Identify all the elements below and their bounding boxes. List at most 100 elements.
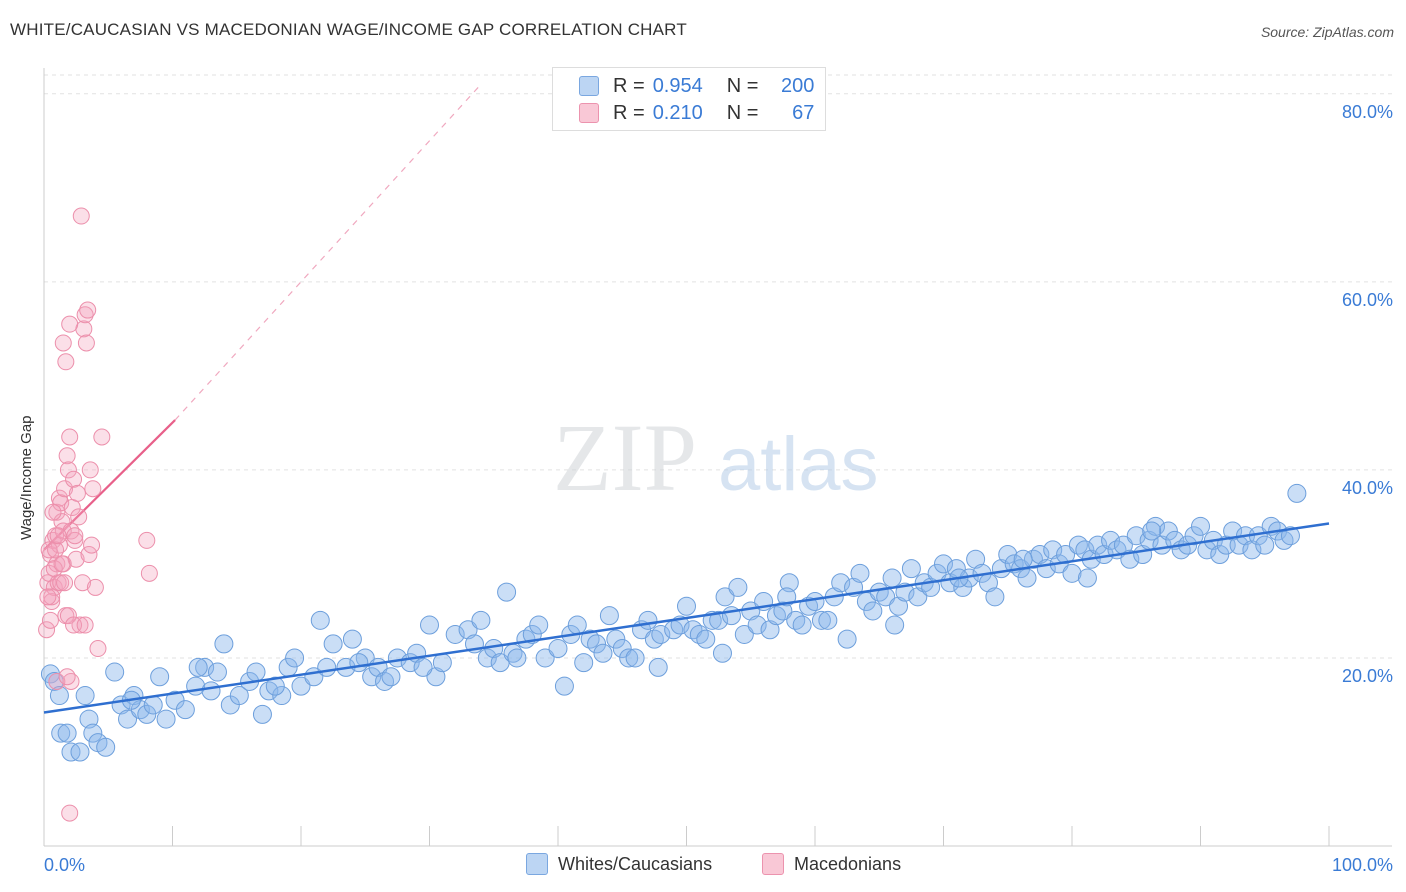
point-whites: [79, 709, 99, 729]
point-macedonians: [56, 480, 74, 498]
point-whites: [175, 700, 195, 720]
point-whites: [317, 657, 337, 677]
point-whites: [507, 648, 527, 668]
point-whites: [188, 657, 208, 677]
point-whites: [889, 596, 909, 616]
point-whites: [75, 686, 95, 706]
point-whites: [477, 648, 497, 668]
point-whites: [118, 709, 138, 729]
point-macedonians: [48, 555, 66, 573]
point-whites: [96, 737, 116, 757]
point-whites: [773, 601, 793, 621]
y-tick-label: 60.0%: [1342, 290, 1393, 310]
point-macedonians: [89, 640, 107, 658]
point-whites: [342, 629, 362, 649]
point-macedonians: [80, 546, 98, 564]
point-whites: [458, 620, 478, 640]
correlation-legend: R = 0.954 N = 200 R = 0.210 N = 67: [552, 67, 826, 131]
point-whites: [747, 615, 767, 635]
point-macedonians: [138, 531, 156, 549]
point-macedonians: [43, 588, 61, 606]
point-whites: [362, 667, 382, 687]
point-macedonians: [140, 564, 158, 582]
point-macedonians: [52, 574, 70, 592]
point-whites: [291, 676, 311, 696]
point-macedonians: [72, 207, 90, 225]
point-whites: [651, 624, 671, 644]
point-macedonians: [58, 668, 76, 686]
point-whites: [381, 667, 401, 687]
point-macedonians: [79, 301, 97, 319]
point-whites: [619, 648, 639, 668]
series-legend: Whites/Caucasians Macedonians: [0, 850, 1406, 878]
point-whites: [805, 592, 825, 612]
point-whites: [1255, 535, 1275, 555]
point-macedonians: [44, 503, 62, 521]
point-whites: [712, 643, 732, 663]
point-whites: [57, 723, 77, 743]
point-whites: [625, 648, 645, 668]
point-whites: [51, 723, 71, 743]
point-whites: [272, 686, 292, 706]
point-whites: [606, 629, 626, 649]
trend-whites: [43, 522, 1330, 714]
legend-label-whites: Whites/Caucasians: [558, 853, 713, 874]
axes: [43, 68, 1392, 847]
point-whites: [863, 601, 883, 621]
point-whites: [818, 610, 838, 630]
point-macedonians: [86, 578, 104, 596]
point-macedonians: [84, 480, 102, 498]
point-whites: [529, 615, 549, 635]
point-whites: [70, 742, 90, 762]
point-macedonians: [70, 508, 88, 526]
legend-item-whites[interactable]: Whites/Caucasians: [526, 853, 712, 875]
legend-swatch-blue: [526, 853, 548, 875]
point-whites: [1287, 483, 1307, 503]
x-tick-label: 0.0%: [44, 855, 85, 875]
point-macedonians: [59, 461, 77, 479]
point-whites: [709, 610, 729, 630]
grid-lines: [44, 74, 1392, 659]
r-label: R =: [613, 74, 645, 97]
point-whites: [1184, 526, 1204, 546]
point-macedonians: [47, 541, 65, 559]
point-macedonians: [68, 484, 86, 502]
point-whites: [150, 667, 170, 687]
trend-line-whites: [43, 522, 1330, 714]
legend-swatch-pink: [579, 103, 599, 123]
point-whites: [1158, 521, 1178, 541]
point-whites: [1120, 549, 1140, 569]
point-macedonians: [83, 536, 101, 554]
point-macedonians: [66, 527, 84, 545]
point-whites: [648, 657, 668, 677]
y-tick-label: 80.0%: [1342, 102, 1393, 122]
legend-item-macedonians[interactable]: Macedonians: [762, 853, 901, 875]
point-macedonians: [75, 320, 93, 338]
point-whites: [792, 615, 812, 635]
legend-row-macedonians: R = 0.210 N = 67: [579, 101, 814, 125]
point-macedonians: [48, 672, 66, 690]
point-whites: [497, 582, 517, 602]
point-whites: [1126, 526, 1146, 546]
watermark: ZIP atlas: [553, 404, 879, 511]
point-macedonians: [61, 428, 79, 446]
point-macedonians: [49, 527, 67, 545]
point-whites: [901, 559, 921, 579]
point-whites: [323, 634, 343, 654]
legend-label-macedonians: Macedonians: [794, 853, 902, 874]
point-macedonians: [38, 621, 56, 639]
point-whites: [1210, 545, 1230, 565]
r-label: R =: [613, 101, 645, 124]
point-whites: [1017, 568, 1037, 588]
point-macedonians: [93, 428, 111, 446]
point-whites: [779, 573, 799, 593]
point-whites: [1056, 545, 1076, 565]
point-macedonians: [61, 315, 79, 333]
point-whites: [728, 577, 748, 597]
point-whites: [934, 554, 953, 574]
point-whites: [1191, 516, 1210, 536]
point-whites: [1013, 549, 1033, 569]
point-whites: [908, 587, 928, 607]
point-macedonians: [76, 616, 94, 634]
point-whites: [696, 629, 716, 649]
